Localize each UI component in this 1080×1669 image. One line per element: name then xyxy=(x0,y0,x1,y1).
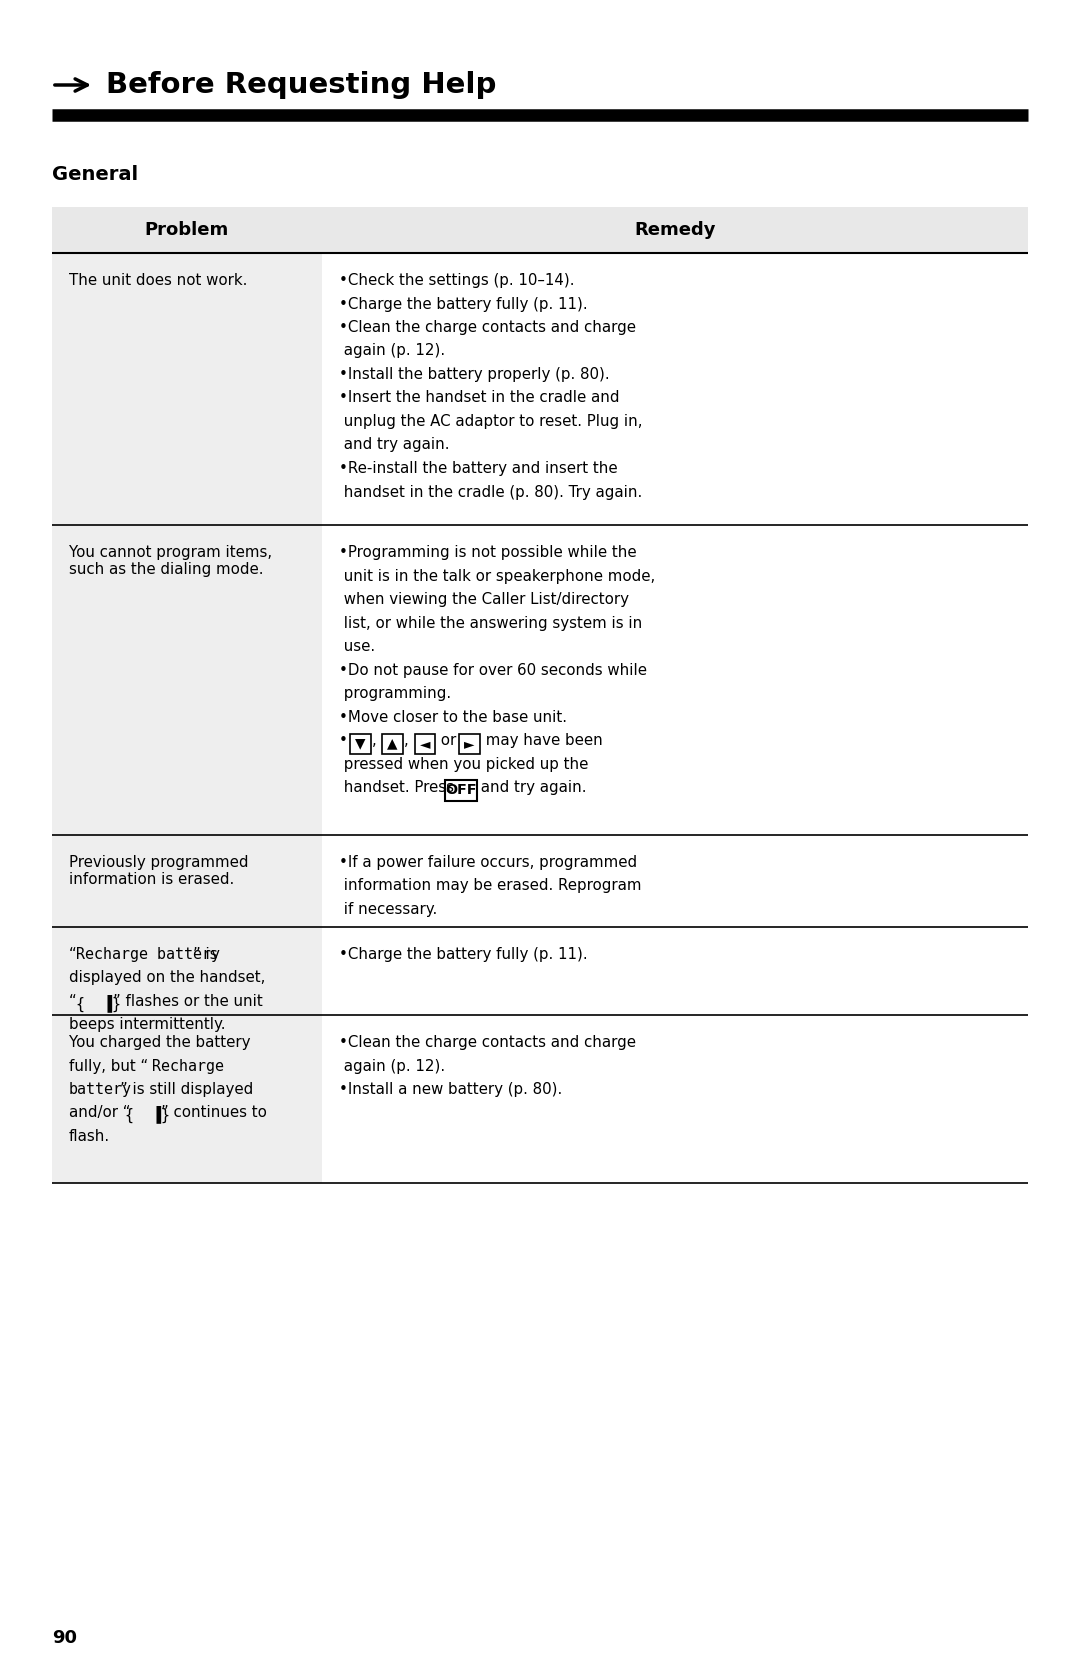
Text: unplug the AC adaptor to reset. Plug in,: unplug the AC adaptor to reset. Plug in, xyxy=(339,414,643,429)
Text: ” is: ” is xyxy=(193,946,218,961)
Text: OFF: OFF xyxy=(445,783,477,798)
Text: “: “ xyxy=(69,946,77,961)
Text: Previously programmed
information is erased.: Previously programmed information is era… xyxy=(69,855,248,888)
Text: ▼: ▼ xyxy=(355,736,365,751)
Text: •Check the settings (p. 10–14).: •Check the settings (p. 10–14). xyxy=(339,274,575,289)
Text: •Charge the battery fully (p. 11).: •Charge the battery fully (p. 11). xyxy=(339,946,588,961)
Text: if necessary.: if necessary. xyxy=(339,901,437,916)
Text: ” is still displayed: ” is still displayed xyxy=(120,1082,254,1097)
Bar xyxy=(52,207,1028,254)
Text: ◄: ◄ xyxy=(420,736,430,751)
Text: when viewing the Caller List/directory: when viewing the Caller List/directory xyxy=(339,592,629,608)
Text: Remedy: Remedy xyxy=(634,220,716,239)
FancyBboxPatch shape xyxy=(415,733,435,754)
Text: list, or while the answering system is in: list, or while the answering system is i… xyxy=(339,616,643,631)
FancyBboxPatch shape xyxy=(459,733,480,754)
Text: “: “ xyxy=(69,995,77,1010)
Text: •Do not pause for over 60 seconds while: •Do not pause for over 60 seconds while xyxy=(339,663,647,678)
Text: ” flashes or the unit: ” flashes or the unit xyxy=(112,995,262,1010)
Text: and try again.: and try again. xyxy=(339,437,449,452)
Text: programming.: programming. xyxy=(339,686,451,701)
Bar xyxy=(52,1015,322,1183)
Text: and/or “: and/or “ xyxy=(69,1105,131,1120)
Text: handset in the cradle (p. 80). Try again.: handset in the cradle (p. 80). Try again… xyxy=(339,484,643,499)
Text: •Clean the charge contacts and charge: •Clean the charge contacts and charge xyxy=(339,1035,636,1050)
Text: and try again.: and try again. xyxy=(476,779,586,794)
Text: You cannot program items,
such as the dialing mode.: You cannot program items, such as the di… xyxy=(69,546,272,577)
FancyBboxPatch shape xyxy=(350,733,370,754)
Text: ▲: ▲ xyxy=(388,736,397,751)
Text: {  ▐}: { ▐} xyxy=(124,1105,170,1123)
Text: ,: , xyxy=(372,733,381,748)
Text: ►: ► xyxy=(464,736,474,751)
Text: 90: 90 xyxy=(52,1629,77,1647)
Text: unit is in the talk or speakerphone mode,: unit is in the talk or speakerphone mode… xyxy=(339,569,656,584)
Text: battery: battery xyxy=(69,1082,132,1097)
Text: again (p. 12).: again (p. 12). xyxy=(339,344,445,359)
Text: information may be erased. Reprogram: information may be erased. Reprogram xyxy=(339,878,642,893)
Text: •Clean the charge contacts and charge: •Clean the charge contacts and charge xyxy=(339,320,636,335)
Bar xyxy=(52,926,322,1015)
Text: •Install the battery properly (p. 80).: •Install the battery properly (p. 80). xyxy=(339,367,609,382)
Text: Recharge: Recharge xyxy=(152,1058,225,1073)
Text: ,: , xyxy=(404,733,414,748)
Text: •Programming is not possible while the: •Programming is not possible while the xyxy=(339,546,636,561)
Text: •Install a new battery (p. 80).: •Install a new battery (p. 80). xyxy=(339,1082,563,1097)
Text: fully, but “: fully, but “ xyxy=(69,1058,148,1073)
Text: ” continues to: ” continues to xyxy=(161,1105,267,1120)
Text: Problem: Problem xyxy=(145,220,229,239)
Text: use.: use. xyxy=(339,639,375,654)
Bar xyxy=(52,526,322,834)
Text: •Move closer to the base unit.: •Move closer to the base unit. xyxy=(339,709,567,724)
Text: •: • xyxy=(339,733,348,748)
Bar xyxy=(52,834,322,926)
FancyBboxPatch shape xyxy=(382,733,403,754)
Text: pressed when you picked up the: pressed when you picked up the xyxy=(339,756,589,771)
Text: displayed on the handset,: displayed on the handset, xyxy=(69,970,266,985)
Text: Recharge battery: Recharge battery xyxy=(76,946,220,961)
Text: •Insert the handset in the cradle and: •Insert the handset in the cradle and xyxy=(339,391,620,406)
Text: The unit does not work.: The unit does not work. xyxy=(69,274,247,289)
Text: or: or xyxy=(436,733,461,748)
Text: again (p. 12).: again (p. 12). xyxy=(339,1058,445,1073)
Text: •Charge the battery fully (p. 11).: •Charge the battery fully (p. 11). xyxy=(339,297,588,312)
Text: Before Requesting Help: Before Requesting Help xyxy=(106,72,497,98)
Text: {  ▐}: { ▐} xyxy=(76,995,121,1011)
Text: General: General xyxy=(52,165,138,184)
Text: beeps intermittently.: beeps intermittently. xyxy=(69,1018,226,1033)
Bar xyxy=(52,254,322,526)
Text: may have been: may have been xyxy=(481,733,603,748)
Text: flash.: flash. xyxy=(69,1128,110,1143)
FancyBboxPatch shape xyxy=(445,779,477,801)
Text: •Re-install the battery and insert the: •Re-install the battery and insert the xyxy=(339,461,618,476)
Text: You charged the battery: You charged the battery xyxy=(69,1035,251,1050)
Text: handset. Press: handset. Press xyxy=(339,779,459,794)
Text: •If a power failure occurs, programmed: •If a power failure occurs, programmed xyxy=(339,855,637,870)
